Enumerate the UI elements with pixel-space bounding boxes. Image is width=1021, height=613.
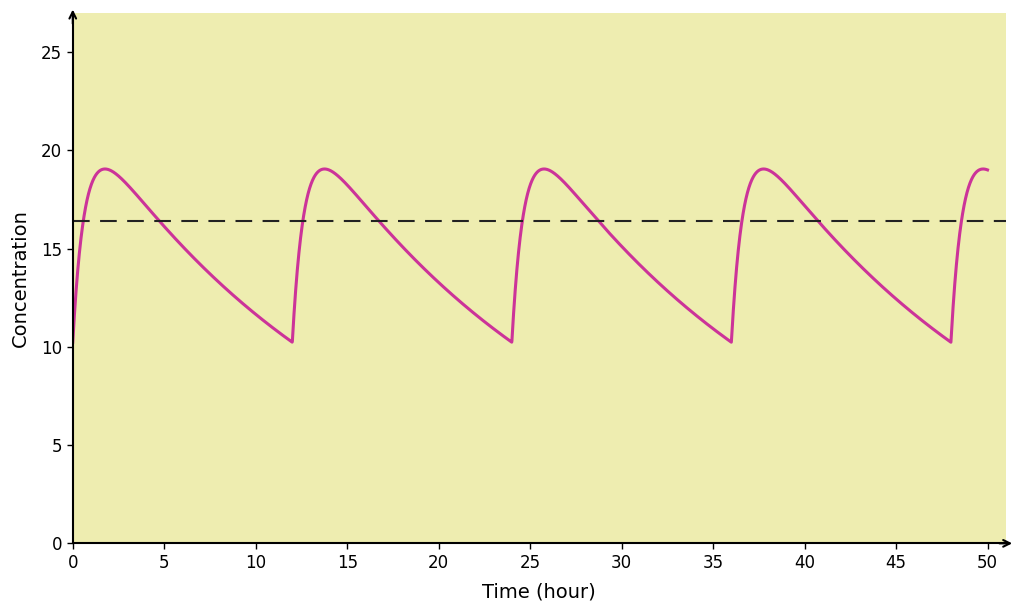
Y-axis label: Concentration: Concentration [11, 209, 30, 347]
X-axis label: Time (hour): Time (hour) [482, 583, 596, 602]
